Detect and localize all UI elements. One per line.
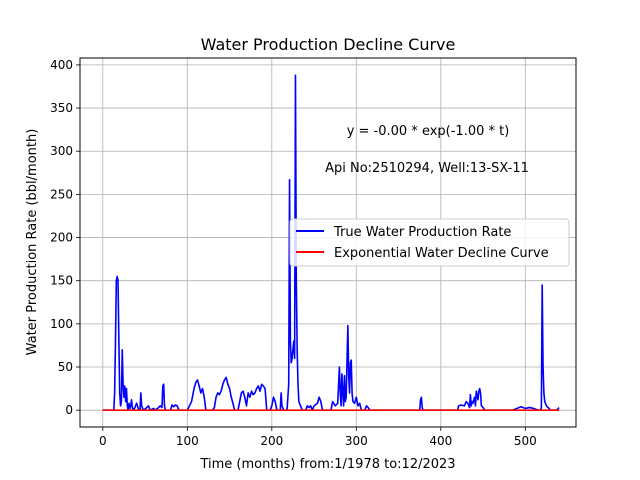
y-tick-label: 300: [50, 144, 73, 158]
well-annotation: Api No:2510294, Well:13-SX-11: [325, 161, 529, 176]
x-tick-label: 500: [514, 434, 537, 448]
y-axis-label: Water Production Rate (bbl/month): [25, 129, 40, 356]
x-tick-label: 200: [260, 434, 283, 448]
x-axis-label: Time (months) from:1/1978 to:12/2023: [199, 457, 455, 472]
y-tick-label: 250: [50, 187, 73, 201]
x-tick-label: 400: [429, 434, 452, 448]
series-line-true-water-production-rate: [102, 74, 560, 411]
legend-box: [289, 218, 570, 267]
x-tick-label: 100: [176, 434, 199, 448]
y-tick-label: 50: [58, 360, 73, 374]
legend-label-true-rate: True Water Production Rate: [333, 225, 511, 240]
x-tick-label: 0: [99, 434, 107, 448]
legend-label-exponential-curve: Exponential Water Decline Curve: [334, 246, 549, 261]
y-tick-label: 400: [50, 58, 73, 72]
y-tick-label: 100: [50, 317, 73, 331]
y-tick-label: 200: [50, 231, 73, 245]
y-tick-label: 150: [50, 274, 73, 288]
axes-frame: [79, 57, 577, 428]
plot-area: [102, 74, 560, 411]
axis-ticks: 0 100 200 300 400 500 0 50 100 150 200 250 300 350 400: [50, 58, 537, 448]
y-tick-label: 0: [65, 403, 73, 417]
equation-annotation: y = -0.00 * exp(-1.00 * t): [347, 124, 510, 139]
x-tick-label: 300: [345, 434, 368, 448]
y-tick-label: 350: [50, 101, 73, 115]
chart-title: Water Production Decline Curve: [201, 35, 456, 54]
legend: True Water Production Rate Exponential W…: [289, 218, 570, 267]
